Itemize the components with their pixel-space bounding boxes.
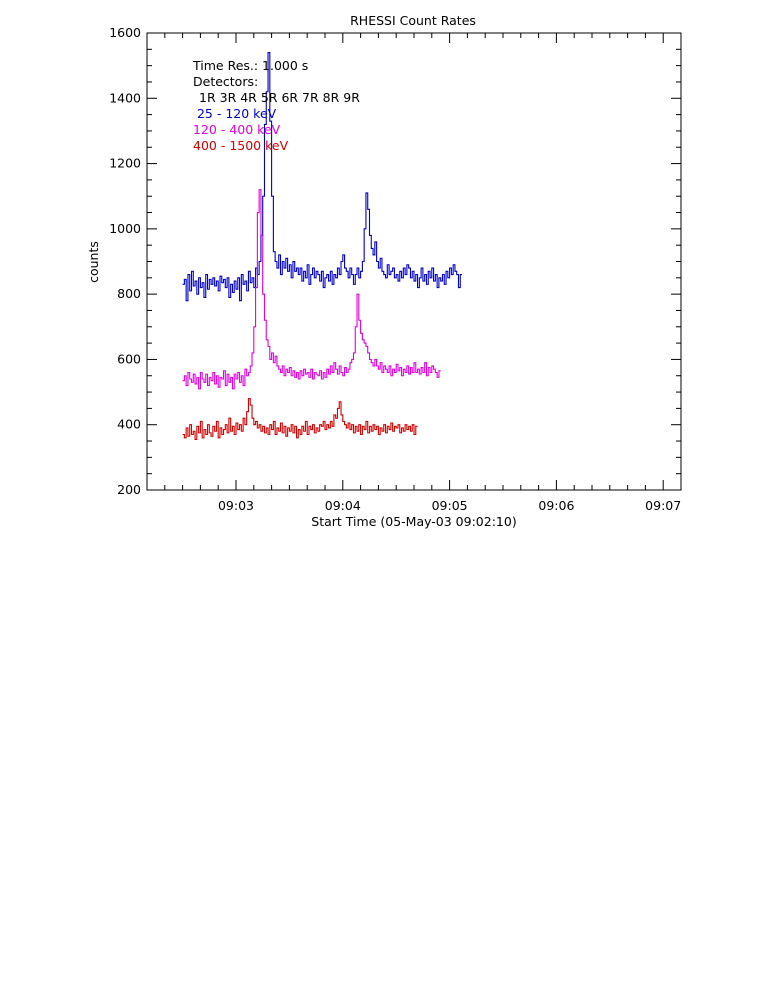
x-tick-label: 09:03 xyxy=(218,498,254,513)
y-tick-label: 1000 xyxy=(109,221,141,236)
x-axis-label: Start Time (05-May-03 09:02:10) xyxy=(311,514,516,529)
y-tick-label: 1600 xyxy=(109,25,141,40)
x-tick-label: 09:05 xyxy=(432,498,468,513)
series-layer xyxy=(182,52,463,440)
x-tick-label: 09:04 xyxy=(325,498,361,513)
legend-time-res: Time Res.: 1.000 s xyxy=(192,58,308,73)
chart-title: RHESSI Count Rates xyxy=(350,13,476,28)
y-tick-label: 1200 xyxy=(109,156,141,171)
y-tick-label: 1400 xyxy=(109,90,141,105)
series-line-0 xyxy=(182,52,463,302)
legend-series-0: 25 - 120 keV xyxy=(193,106,277,121)
y-tick-label: 600 xyxy=(117,351,141,366)
y-axis-label: counts xyxy=(86,241,101,283)
legend-series-2: 400 - 1500 keV xyxy=(193,138,289,153)
x-tick-label: 09:06 xyxy=(538,498,574,513)
series-line-1 xyxy=(182,189,441,390)
y-tick-label: 800 xyxy=(117,286,141,301)
x-axis: 09:03 09:04 09:05 09:06 09:07 xyxy=(146,33,682,513)
y-tick-label: 200 xyxy=(117,482,141,497)
y-axis: 200 400 600 800 1000 1200 1400 1600 xyxy=(109,25,681,497)
legend: Time Res.: 1.000 s Detectors: 1R 3R 4R 5… xyxy=(192,58,360,153)
legend-series-1: 120 - 400 keV xyxy=(193,122,281,137)
series-line-2 xyxy=(182,398,418,440)
legend-detectors-label: Detectors: xyxy=(193,74,258,89)
x-tick-label: 09:07 xyxy=(645,498,681,513)
y-tick-label: 400 xyxy=(117,417,141,432)
legend-detectors: 1R 3R 4R 5R 6R 7R 8R 9R xyxy=(199,90,360,105)
